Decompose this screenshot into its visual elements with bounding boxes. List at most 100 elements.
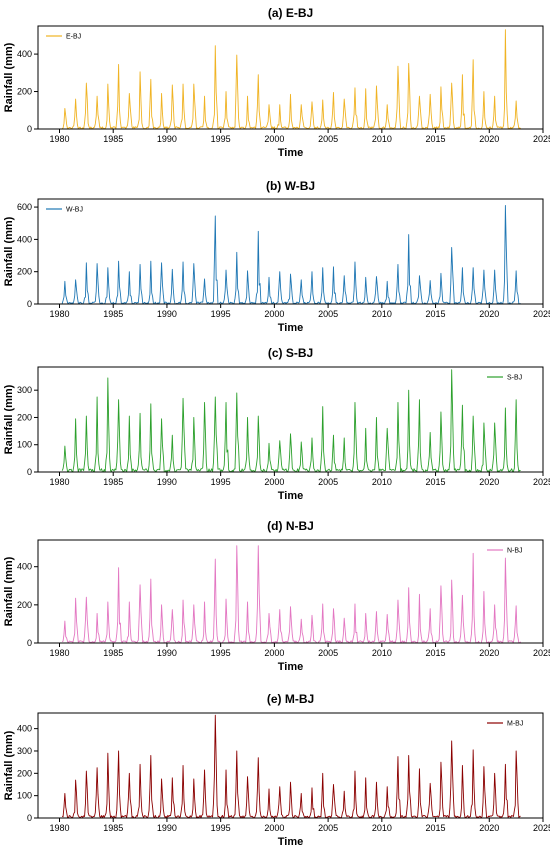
x-axis-label: Time <box>278 490 303 502</box>
y-tick-label: 0 <box>27 638 32 648</box>
x-tick-label: 2005 <box>318 823 338 833</box>
series-line-m-bj <box>61 714 521 819</box>
series-line-n-bj <box>61 545 521 644</box>
x-axis-label: Time <box>278 836 303 847</box>
x-tick-label: 2000 <box>264 648 284 658</box>
series-line-e-bj <box>61 29 521 130</box>
x-tick-label: 1985 <box>103 134 123 144</box>
x-tick-label: 1995 <box>211 823 231 833</box>
y-axis-label: Rainfall (mm) <box>3 42 15 112</box>
plot-frame <box>37 539 544 644</box>
x-tick-label: 2020 <box>479 134 499 144</box>
x-tick-label: 2005 <box>318 477 338 487</box>
y-tick-label: 400 <box>17 724 32 734</box>
x-tick-label: 1980 <box>49 134 69 144</box>
x-tick-label: 1980 <box>49 648 69 658</box>
y-tick-label: 0 <box>27 467 32 477</box>
x-tick-label: 1995 <box>211 477 231 487</box>
plot-frame <box>37 712 544 819</box>
y-tick-label: 400 <box>17 562 32 572</box>
plot-frame <box>37 25 544 130</box>
x-tick-label: 2000 <box>264 823 284 833</box>
x-tick-label: 1995 <box>211 134 231 144</box>
chart-title: (c) S-BJ <box>268 346 313 360</box>
chart-title: (e) M-BJ <box>267 692 314 706</box>
x-tick-label: 1985 <box>103 648 123 658</box>
x-tick-label: 2005 <box>318 134 338 144</box>
x-axis-label: Time <box>278 147 303 159</box>
y-axis-label: Rainfall (mm) <box>3 216 15 286</box>
chart-title: (d) N-BJ <box>267 519 314 533</box>
x-tick-label: 2025 <box>533 648 550 658</box>
x-tick-label: 1990 <box>157 134 177 144</box>
x-tick-label: 1980 <box>49 477 69 487</box>
x-tick-label: 2005 <box>318 648 338 658</box>
x-tick-label: 1995 <box>211 648 231 658</box>
x-tick-label: 2015 <box>426 134 446 144</box>
y-tick-label: 200 <box>17 87 32 97</box>
x-tick-label: 2010 <box>372 134 392 144</box>
y-tick-label: 0 <box>27 813 32 823</box>
x-tick-label: 2000 <box>264 477 284 487</box>
x-tick-label: 1980 <box>49 309 69 319</box>
series-line-s-bj <box>61 369 521 473</box>
y-tick-label: 100 <box>17 440 32 450</box>
legend-label: E-BJ <box>66 34 81 41</box>
y-tick-label: 400 <box>17 234 32 244</box>
x-tick-label: 1980 <box>49 823 69 833</box>
y-axis-label: Rainfall (mm) <box>3 556 15 626</box>
x-tick-label: 2000 <box>264 134 284 144</box>
x-axis-label: Time <box>278 322 303 334</box>
plot-frame <box>37 198 544 305</box>
series-line-w-bj <box>61 205 521 305</box>
x-tick-label: 1990 <box>157 648 177 658</box>
chart-title: (a) E-BJ <box>268 6 313 20</box>
x-tick-label: 2025 <box>533 823 550 833</box>
y-tick-label: 300 <box>17 746 32 756</box>
x-tick-label: 2025 <box>533 134 550 144</box>
chart-title: (b) W-BJ <box>266 179 315 193</box>
x-tick-label: 2015 <box>426 477 446 487</box>
y-tick-label: 0 <box>27 299 32 309</box>
y-tick-label: 400 <box>17 49 32 59</box>
y-tick-label: 100 <box>17 791 32 801</box>
x-tick-label: 1985 <box>103 823 123 833</box>
x-tick-label: 2000 <box>264 309 284 319</box>
y-tick-label: 200 <box>17 768 32 778</box>
x-tick-label: 1990 <box>157 477 177 487</box>
legend-label: W-BJ <box>66 207 83 214</box>
plot-frame <box>37 366 544 473</box>
x-tick-label: 2010 <box>372 477 392 487</box>
x-tick-label: 2020 <box>479 477 499 487</box>
x-tick-label: 2015 <box>426 648 446 658</box>
x-tick-label: 2010 <box>372 309 392 319</box>
x-tick-label: 1990 <box>157 309 177 319</box>
x-tick-label: 2025 <box>533 309 550 319</box>
x-tick-label: 1985 <box>103 309 123 319</box>
x-tick-label: 2010 <box>372 823 392 833</box>
y-tick-label: 600 <box>17 202 32 212</box>
y-tick-label: 200 <box>17 412 32 422</box>
x-tick-label: 2020 <box>479 648 499 658</box>
y-tick-label: 200 <box>17 600 32 610</box>
legend-label: M-BJ <box>507 721 523 728</box>
legend-label: S-BJ <box>507 375 522 382</box>
x-tick-label: 2025 <box>533 477 550 487</box>
y-axis-label: Rainfall (mm) <box>3 730 15 800</box>
x-tick-label: 2015 <box>426 823 446 833</box>
y-axis-label: Rainfall (mm) <box>3 384 15 454</box>
y-tick-label: 0 <box>27 124 32 134</box>
y-tick-label: 200 <box>17 267 32 277</box>
x-tick-label: 2020 <box>479 309 499 319</box>
x-tick-label: 1985 <box>103 477 123 487</box>
x-tick-label: 2015 <box>426 309 446 319</box>
legend-label: N-BJ <box>507 548 523 555</box>
y-tick-label: 300 <box>17 385 32 395</box>
x-tick-label: 2020 <box>479 823 499 833</box>
